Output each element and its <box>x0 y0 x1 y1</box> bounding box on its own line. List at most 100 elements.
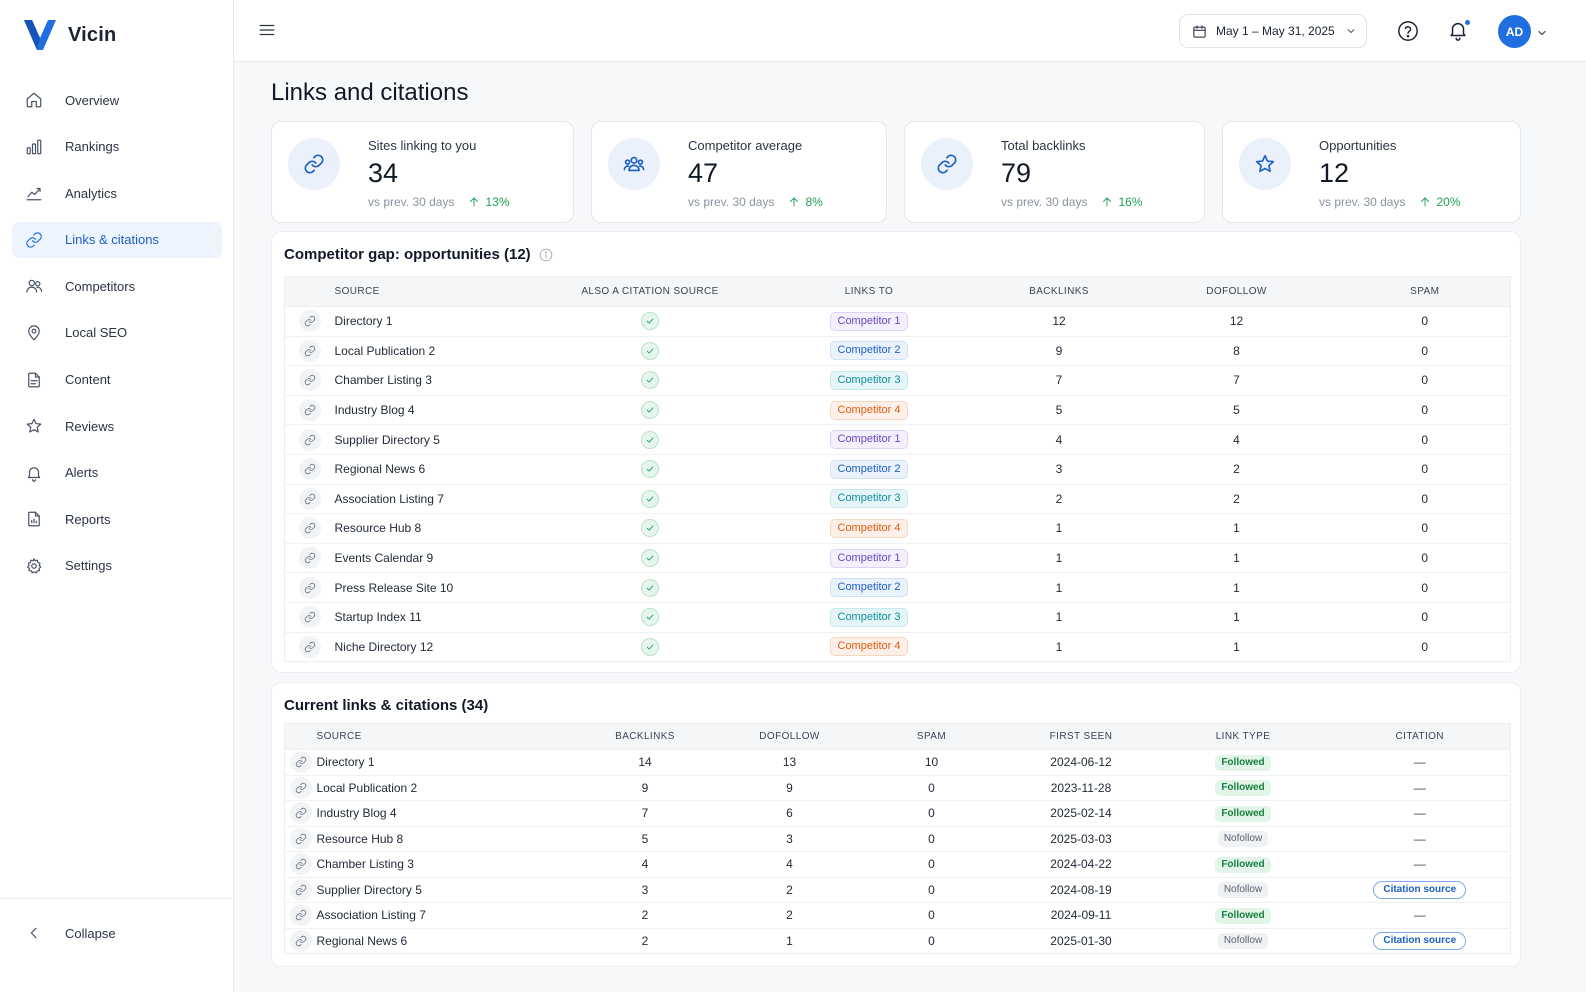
sidebar-item-competitors[interactable]: Competitors <box>12 268 222 304</box>
source-cell[interactable]: Startup Index 11 <box>334 602 547 633</box>
source-cell[interactable]: Chamber Listing 3 <box>316 851 569 878</box>
column-header-link-type[interactable]: Link type <box>1156 723 1330 750</box>
column-header-citation[interactable]: Citation <box>1329 723 1511 750</box>
link-icon[interactable] <box>289 802 312 825</box>
source-cell[interactable]: Association Listing 7 <box>334 484 547 515</box>
source-cell[interactable]: Regional News 6 <box>334 454 547 485</box>
link-icon[interactable] <box>298 399 321 422</box>
column-header-first-seen[interactable]: First seen <box>1005 723 1157 750</box>
column-header-dofollow[interactable]: Dofollow <box>1133 276 1340 307</box>
account-menu-toggle[interactable] <box>1536 26 1548 38</box>
dofollow-cell: 2 <box>721 877 858 903</box>
citation-source-badge[interactable]: Citation source <box>1373 880 1467 899</box>
row-icon-cell <box>284 424 335 455</box>
column-header-links-to[interactable]: Links to <box>753 276 985 307</box>
source-cell[interactable]: Association Listing 7 <box>316 902 569 929</box>
source-cell[interactable]: Press Release Site 10 <box>334 572 547 603</box>
sidebar-item-rankings[interactable]: Rankings <box>12 129 222 165</box>
link-icon[interactable] <box>298 369 321 392</box>
table-row[interactable]: Directory 1 Competitor 1 12 12 0 <box>284 306 1511 337</box>
link-icon[interactable] <box>289 827 312 850</box>
source-cell[interactable]: Regional News 6 <box>316 933 408 948</box>
link-icon[interactable] <box>298 310 321 333</box>
source-cell[interactable]: Resource Hub 8 <box>334 513 547 544</box>
source-cell[interactable]: Local Publication 2 <box>334 336 547 367</box>
sidebar-item-content[interactable]: Content <box>12 362 222 398</box>
table-row[interactable]: Resource Hub 8 5 3 0 2025-03-03 Nofollow — <box>284 826 1511 852</box>
info-icon[interactable] <box>539 248 553 262</box>
table-row[interactable]: Local Publication 2 9 9 0 2023-11-28 Followed… <box>284 775 1511 801</box>
sidebar-item-reviews[interactable]: Reviews <box>12 408 222 444</box>
backlinks-cell: 12 <box>984 306 1134 337</box>
source-cell[interactable]: Directory 1 <box>316 749 569 776</box>
spam-cell: 0 <box>1339 543 1511 574</box>
citation-source-cell <box>546 602 754 633</box>
source-cell[interactable]: Local Publication 2 <box>316 775 569 801</box>
sidebar-item-settings[interactable]: Settings <box>12 548 222 584</box>
column-header-backlinks[interactable]: Backlinks <box>568 723 722 750</box>
table-row[interactable]: Chamber Listing 3 4 4 0 2024-04-22 Followed — <box>284 851 1511 878</box>
table-row[interactable]: Directory 1 14 13 10 2024-06-12 Followed — <box>284 749 1511 776</box>
source-cell[interactable]: Industry Blog 4 <box>316 800 569 827</box>
link-icon[interactable] <box>298 487 321 510</box>
brand[interactable]: Vicin <box>24 20 116 50</box>
source-cell[interactable]: Directory 1 <box>334 306 547 337</box>
link-icon[interactable] <box>289 776 312 799</box>
column-header-spam[interactable]: Spam <box>1339 276 1511 307</box>
menu-button[interactable] <box>258 21 278 41</box>
table-row[interactable]: Supplier Directory 5 3 2 0 2024-08-19 Nofollo… <box>284 877 1511 903</box>
source-cell[interactable]: Niche Directory 12 <box>334 639 434 654</box>
sidebar-item-links-citations[interactable]: Links & citations <box>12 221 222 258</box>
notifications-button[interactable] <box>1447 19 1471 43</box>
sidebar-item-overview[interactable]: Overview <box>12 82 222 118</box>
link-icon[interactable] <box>298 576 321 599</box>
link-icon[interactable] <box>298 458 321 481</box>
link-icon[interactable] <box>289 929 312 952</box>
collapse-button[interactable]: Collapse <box>24 923 116 943</box>
link-icon[interactable] <box>289 751 312 774</box>
date-range-picker[interactable]: May 1 – May 31, 2025 <box>1179 14 1367 48</box>
sidebar-item-local-seo[interactable]: Local SEO <box>12 315 222 351</box>
link-icon[interactable] <box>298 547 321 570</box>
sidebar-item-analytics[interactable]: Analytics <box>12 175 222 211</box>
column-header-dofollow[interactable]: Dofollow <box>721 723 858 750</box>
source-cell[interactable]: Supplier Directory 5 <box>334 424 547 455</box>
table-row[interactable]: Industry Blog 4 7 6 0 2025-02-14 Followed — <box>284 800 1511 827</box>
sidebar-item-alerts[interactable]: Alerts <box>12 455 222 491</box>
link-icon[interactable] <box>298 428 321 451</box>
column-header-source[interactable]: Source <box>334 276 547 307</box>
table-row[interactable]: Regional News 6 2 1 0 2025-01-30 Nofollow Cita… <box>285 928 1511 954</box>
help-button[interactable] <box>1397 20 1419 42</box>
link-icon[interactable] <box>298 606 321 629</box>
link-icon[interactable] <box>298 635 321 658</box>
link-icon[interactable] <box>289 878 312 901</box>
avatar[interactable]: AD <box>1498 15 1531 48</box>
column-header-backlinks[interactable]: Backlinks <box>984 276 1134 307</box>
column-header-source[interactable]: Source <box>316 723 569 750</box>
source-cell[interactable]: Events Calendar 9 <box>334 543 547 574</box>
source-cell[interactable]: Supplier Directory 5 <box>316 877 569 903</box>
source-cell[interactable]: Industry Blog 4 <box>334 395 547 426</box>
column-header-spam[interactable]: Spam <box>857 723 1006 750</box>
link-icon[interactable] <box>298 339 321 362</box>
link-icon[interactable] <box>289 853 312 876</box>
citation-source-badge[interactable]: Citation source <box>1373 931 1467 950</box>
column-header-citation-source[interactable]: Also a citation source <box>546 276 754 307</box>
table-row[interactable]: Association Listing 7 2 2 0 2024-09-11 Follow… <box>284 902 1511 929</box>
source-cell[interactable]: Resource Hub 8 <box>316 826 569 852</box>
sidebar-item-reports[interactable]: Reports <box>12 501 222 537</box>
source-cell[interactable]: Chamber Listing 3 <box>334 365 547 396</box>
link-icon[interactable] <box>298 517 321 540</box>
table-row[interactable]: Niche Directory 12 Competitor 4 1 1 0 <box>285 632 1511 662</box>
link-icon[interactable] <box>289 904 312 927</box>
